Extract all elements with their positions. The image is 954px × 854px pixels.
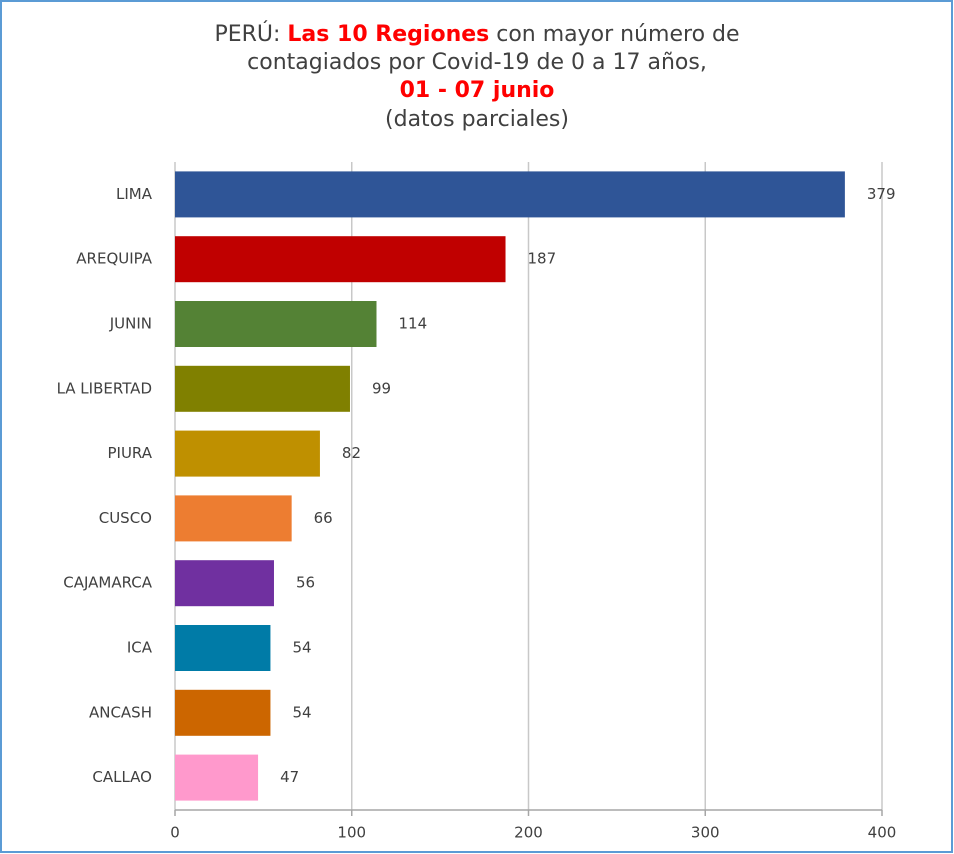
data-label: 47 [280, 768, 299, 786]
x-tick-label: 0 [170, 824, 180, 842]
bar [175, 236, 506, 283]
bar [175, 754, 259, 801]
bar [175, 495, 292, 542]
title-highlight: Las 10 Regiones [287, 22, 489, 47]
title-prefix: PERÚ: [214, 21, 280, 47]
y-tick-label: CALLAO [92, 768, 152, 786]
data-label: 82 [342, 444, 361, 462]
bar [175, 560, 274, 607]
bar [175, 365, 350, 412]
y-tick-label: CUSCO [99, 509, 152, 527]
bar [175, 301, 377, 347]
y-tick-label: LA LIBERTAD [57, 379, 152, 397]
title-rest: con mayor número de [496, 22, 739, 47]
data-label: 56 [296, 574, 315, 592]
data-label: 54 [292, 639, 311, 657]
data-label: 114 [398, 315, 427, 333]
x-tick-label: 100 [337, 824, 366, 842]
y-tick-label: AREQUIPA [76, 250, 152, 268]
data-label: 187 [528, 250, 557, 268]
data-label: 99 [372, 379, 391, 397]
x-tick-label: 200 [514, 824, 543, 842]
y-tick-label: CAJAMARCA [63, 574, 153, 592]
subtitle: (datos parciales) [385, 107, 569, 132]
y-tick-label: JUNIN [109, 315, 152, 333]
x-tick-label: 400 [868, 824, 897, 842]
title-date: 01 - 07 junio [400, 78, 555, 103]
bar [175, 625, 271, 671]
data-label: 66 [314, 509, 333, 527]
x-tick-label: 300 [691, 824, 720, 842]
bar [175, 689, 271, 736]
title-line: contagiados por Covid-19 de 0 a 17 años, [247, 50, 707, 75]
y-tick-label: LIMA [116, 185, 153, 203]
y-tick-label: PIURA [107, 444, 152, 462]
chart-title: PERÚ: Las 10 Regiones con mayor número de [214, 21, 739, 47]
y-tick-label: ICA [127, 639, 153, 657]
data-label: 379 [867, 185, 896, 203]
bar [175, 430, 320, 477]
y-tick-label: ANCASH [89, 703, 152, 721]
data-label: 54 [292, 703, 311, 721]
bar [175, 171, 845, 218]
